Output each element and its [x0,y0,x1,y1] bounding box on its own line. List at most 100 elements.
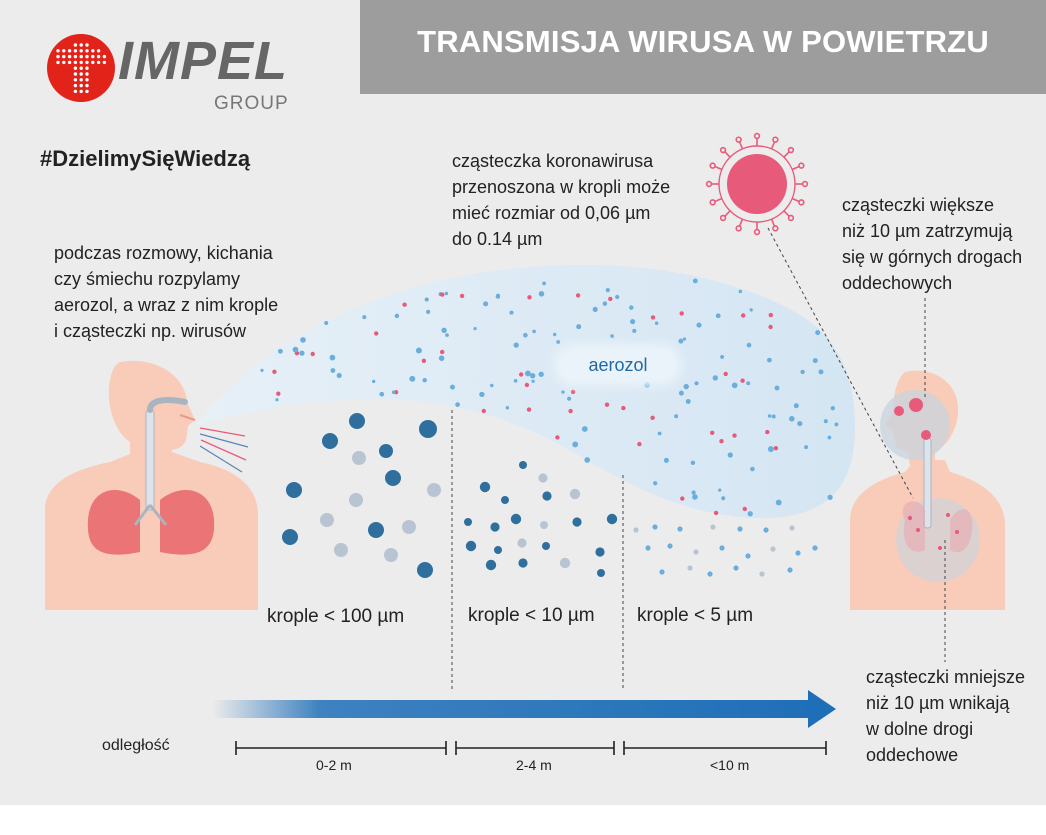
aerosol-particle [712,375,718,381]
logo-dot [91,60,95,65]
distance-segment-1: 0-2 m [316,757,352,773]
logo-dot [85,54,89,59]
aerosol-particle [415,347,422,354]
droplet-medium [494,546,502,554]
aerosol-particle [685,399,691,404]
aerosol-particle [679,311,684,316]
aerosol-particle [610,334,614,338]
aerosol-particle [823,419,828,424]
aerosol-particle [409,375,416,382]
logo-dot [96,60,101,65]
aerosol-particle [830,406,835,411]
logo-dot [102,60,107,65]
virus-spike-tip [709,199,716,206]
aerosol-particle [300,337,306,343]
droplet-large [334,543,348,557]
aerosol-particle [629,305,634,310]
logo-dot [79,43,83,47]
aerosol-particle [694,381,699,386]
note-line: się w górnych drogach [842,247,1023,267]
logo-dot [67,49,72,53]
speaking-person-figure [45,360,258,610]
aerosol-particle [441,327,447,334]
droplet-medium [517,538,527,548]
aerosol-particle [572,441,579,448]
droplet-large [286,482,302,498]
droplet-medium [597,569,605,577]
aerosol-particle [746,342,752,348]
aerosol-particle [276,391,281,396]
logo-dot [73,72,78,76]
note-line: czy śmiechu rozpylamy [54,269,241,289]
aerosol-particle [570,389,576,395]
aerosol-particle [505,406,510,410]
droplet-medium [519,461,527,469]
droplet-large [419,420,437,438]
aerosol-particle [523,332,528,338]
aerosol-particle [827,435,832,440]
logo-dot [79,83,83,88]
virus-spike-tip [735,136,742,143]
aerosol-particle [444,291,449,296]
aerosol-particle [329,354,336,361]
logo-dot [73,78,78,82]
droplet-medium [542,491,552,501]
droplet-large [384,548,398,562]
aerosol-particle [742,506,747,512]
aerosol-particle [561,390,565,394]
virus-spike [770,141,776,150]
distance-arrow [212,690,836,728]
droplet-medium [501,496,509,504]
droplet-large [352,451,366,465]
aerosol-particle [637,441,642,447]
distance-scale [235,741,827,755]
aerosol-particle [682,337,687,341]
droplet-large [417,562,433,578]
aerosol-particle [440,349,445,355]
droplet-small [633,527,639,533]
aerosol-particle [789,416,795,422]
aerosol-particle [513,378,518,383]
aerosol-particle [746,381,751,386]
note-line: cząsteczka koronawirusa [452,151,654,171]
logo-dot [67,54,72,59]
aerosol-particle [621,405,626,411]
logo-dot [73,49,78,53]
aerosol-particle [710,430,715,435]
distance-segment-2: 2-4 m [516,757,552,773]
virus-spike-tip [709,162,716,169]
droplet-small [693,549,699,555]
aerosol-particle [495,293,501,298]
aerosol-particle [731,382,738,389]
aerosol-particle [310,351,315,357]
aerosol-particle [650,415,655,420]
note-virus-size: cząsteczka koronawirusa przenoszona w kr… [452,148,670,252]
aerosol-label: aerozol [560,350,676,380]
aerosol-particle [604,402,610,407]
droplet-large [402,520,416,534]
virus-spike-tip [798,199,805,206]
logo-dot [56,60,60,65]
aerosol-particle [584,457,591,463]
aerosol-particle [719,439,724,444]
droplet-medium [490,522,500,532]
aerosol-particle [741,313,746,318]
logo-dot [85,66,89,70]
droplet-small [770,546,776,552]
aerosol-particle [422,377,427,383]
aerosol-particle [292,346,299,353]
page-title: TRANSMISJA WIRUSA W POWIETRZU [417,24,989,59]
aerosol-particle [797,421,803,427]
droplet-label-10: krople < 10 µm [468,605,595,626]
aerosol-particle [509,310,514,315]
aerosol-particle [440,292,445,297]
aerosol-particle [481,408,486,414]
virus-spike [738,218,744,227]
logo-dot [96,49,101,53]
note-line: cząsteczki mniejsze [866,667,1026,687]
brand-subtitle: GROUP [214,93,289,114]
aerosol-particle [793,403,799,409]
droplet-large [322,433,338,449]
aerosol-particle [750,466,755,472]
